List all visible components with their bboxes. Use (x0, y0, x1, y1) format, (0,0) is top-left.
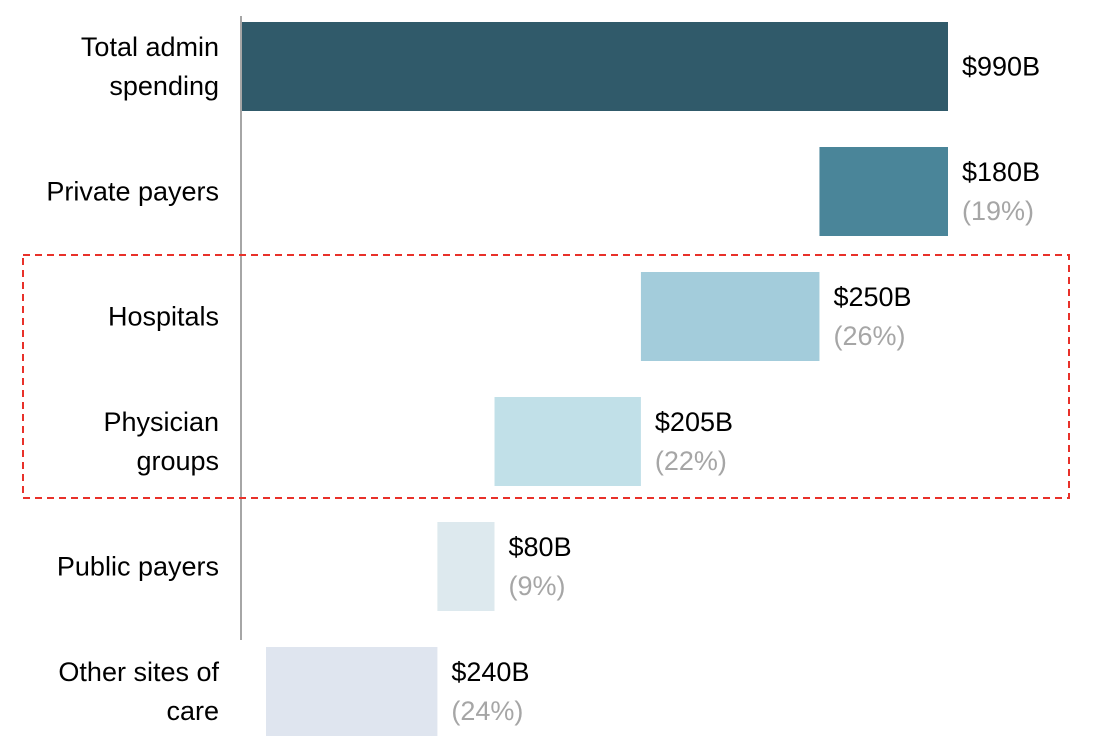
labels-layer: Total admin spending $990B Private payers $1… (46, 32, 1040, 726)
percent-label-other-sites-of-care: (24%) (451, 696, 523, 726)
bar-physician-groups (494, 397, 641, 486)
value-label-total-admin-spending: $990B (962, 52, 1040, 82)
value-label-private-payers: $180B (962, 157, 1040, 187)
bar-private-payers (819, 147, 948, 236)
bar-other-sites-of-care (265, 647, 438, 736)
category-label-other-sites-of-care: Other sites of care (58, 657, 219, 726)
percent-label-public-payers: (9%) (509, 571, 566, 601)
category-label-physician-groups: Physician groups (103, 407, 219, 476)
value-label-physician-groups: $205B (655, 407, 733, 437)
category-label-total-admin-spending: Total admin spending (81, 32, 219, 101)
value-label-hospitals: $250B (833, 282, 911, 312)
category-label-public-payers: Public payers (57, 552, 219, 582)
percent-label-hospitals: (26%) (833, 321, 905, 351)
bar-total-admin-spending (241, 22, 948, 111)
bar-hospitals (640, 272, 820, 361)
bar-public-payers (437, 522, 495, 611)
percent-label-physician-groups: (22%) (655, 446, 727, 476)
bars-layer (241, 22, 948, 736)
value-label-public-payers: $80B (509, 532, 572, 562)
category-label-hospitals: Hospitals (108, 302, 219, 332)
category-label-private-payers: Private payers (46, 177, 219, 207)
value-label-other-sites-of-care: $240B (451, 657, 529, 687)
highlight-box (22, 254, 1070, 499)
percent-label-private-payers: (19%) (962, 196, 1034, 226)
